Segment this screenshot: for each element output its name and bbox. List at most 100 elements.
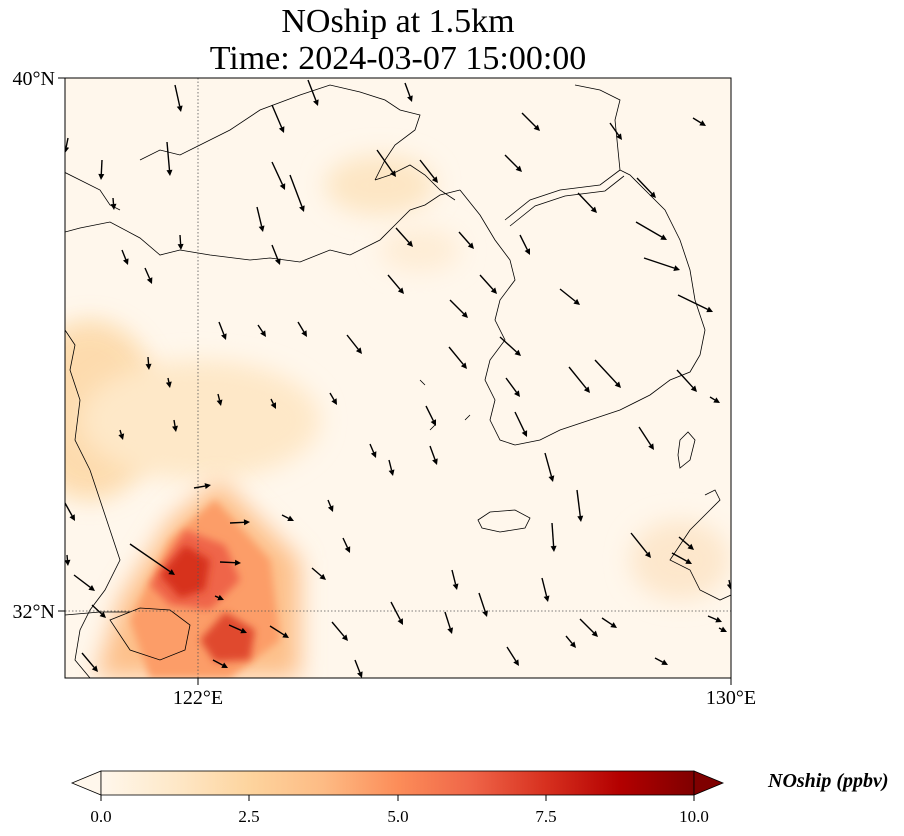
concentration-field	[65, 78, 731, 678]
wind-arrow-shaft	[451, 569, 457, 585]
cb-tick-label-2: 5.0	[387, 807, 408, 826]
wind-arrow-shaft	[499, 336, 518, 353]
wind-arrow-head	[370, 451, 377, 458]
wind-arrow-head	[699, 120, 706, 126]
wind-arrow-head	[649, 191, 656, 198]
wind-arrow-shaft	[541, 577, 548, 597]
wind-arrow-head	[673, 265, 680, 271]
wind-arrow-shaft	[728, 579, 731, 585]
wind-arrow-head	[524, 248, 530, 255]
wind-arrow-head	[146, 277, 153, 284]
cb-tick-label-3: 7.5	[535, 807, 556, 826]
axis-ticks	[58, 77, 732, 685]
wind-arrow-shaft	[519, 234, 528, 250]
wind-arrow-head	[720, 626, 727, 632]
wind-arrow-shaft	[112, 197, 115, 205]
wind-arrow-shaft	[297, 321, 305, 333]
wind-arrow-shaft	[256, 206, 263, 227]
wind-arrow-shaft	[654, 657, 664, 663]
wind-arrow-shaft	[81, 652, 95, 668]
wind-arrow-head	[514, 349, 521, 356]
wind-arrow-shaft	[214, 595, 219, 599]
wind-arrow-head	[279, 183, 286, 190]
wind-arrow-head	[447, 627, 454, 634]
wind-arrow-head	[221, 662, 228, 668]
jeju-island	[477, 509, 531, 533]
korea-west-coast	[459, 189, 516, 446]
wind-arrow-shaft	[289, 174, 303, 207]
wind-arrow-shaft	[144, 267, 151, 279]
coastlines	[65, 84, 731, 678]
wind-arrow-shaft	[269, 625, 285, 636]
wind-arrow-head	[216, 399, 223, 406]
wind-arrow-shaft	[568, 366, 587, 389]
wind-arrow-shaft	[219, 561, 236, 564]
wind-arrow-head	[543, 595, 550, 602]
wind-arrow-head	[685, 558, 692, 564]
wind-arrow-head	[240, 627, 247, 634]
wind-arrow-shaft	[217, 393, 221, 401]
wind-arrow-shaft	[448, 346, 464, 365]
wind-arrow-shaft	[458, 231, 471, 245]
wind-arrow-head	[357, 671, 363, 678]
wind-arrow-head	[91, 665, 98, 672]
china-northern-coast	[65, 189, 461, 263]
wind-arrow-head	[165, 381, 172, 388]
wind-arrow-shaft	[643, 257, 675, 269]
wind-arrow-head	[177, 243, 184, 250]
wind-arrow-head	[514, 390, 520, 397]
wind-arrow-shaft	[630, 532, 648, 554]
wind-arrow-shaft	[479, 274, 494, 290]
wind-arrow-head	[550, 545, 557, 552]
wind-arrow-shaft	[577, 192, 594, 210]
liaodong-peninsula	[374, 164, 456, 201]
wind-arrow-head	[168, 569, 175, 575]
shandong-islands	[419, 379, 471, 431]
wind-arrow-shaft	[425, 405, 434, 421]
wind-arrow-shaft	[100, 159, 103, 175]
wind-arrow-head	[301, 330, 307, 337]
wind-arrow-shaft	[565, 635, 573, 644]
wind-arrow-shaft	[121, 249, 127, 260]
wind-arrow-shaft	[311, 567, 322, 577]
wind-arrow-head	[577, 515, 584, 522]
wind-arrow-head	[331, 398, 337, 405]
china-east-coast	[65, 329, 121, 678]
wind-arrow-head	[569, 641, 576, 648]
wind-arrow-shaft	[73, 574, 91, 588]
colorbar: 0.0 2.5 5.0 7.5 10.0	[70, 770, 725, 826]
wind-arrow-head	[614, 381, 621, 388]
wind-arrow-shaft	[346, 334, 359, 350]
bohai-coast	[139, 84, 421, 181]
wind-arrow-head	[461, 311, 468, 318]
wind-arrow-shaft	[228, 624, 242, 632]
wind-arrow-head	[467, 242, 474, 249]
wind-arrow-head	[390, 170, 396, 177]
cb-tick-label-0: 0.0	[90, 807, 111, 826]
wind-arrow-head	[217, 594, 224, 601]
wind-arrow-shaft	[327, 499, 332, 507]
wind-arrow-head	[533, 124, 540, 131]
wind-arrow-head	[406, 240, 413, 247]
wind-arrow-shaft	[521, 112, 537, 128]
wind-arrow-head	[313, 99, 319, 106]
wind-arrow-shaft	[551, 522, 555, 547]
wind-arrow-head	[590, 206, 597, 213]
wind-arrow-head	[166, 169, 173, 176]
colorbar-label: NOship (ppbv)	[768, 770, 889, 792]
wind-arrow-shaft	[174, 84, 181, 107]
wind-arrow-shaft	[449, 299, 465, 315]
korea-south-coast	[514, 329, 706, 446]
cb-tick-label-1: 2.5	[238, 807, 259, 826]
korea-north-border-2	[509, 175, 625, 227]
wind-arrow-shaft	[129, 543, 171, 573]
korea-north-border	[504, 169, 621, 221]
wind-arrow-head	[513, 659, 519, 666]
wind-arrow-shaft	[270, 398, 274, 404]
wind-arrow-shaft	[388, 459, 393, 471]
wind-arrow-shaft	[579, 618, 595, 634]
wind-arrow-shaft	[709, 396, 716, 401]
wind-arrow-head	[260, 330, 266, 337]
wind-arrow-head	[327, 505, 334, 512]
